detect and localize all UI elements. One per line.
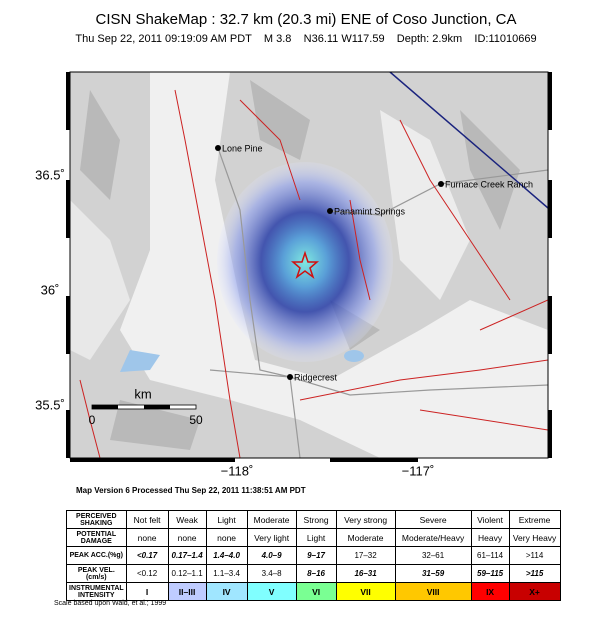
lon-label: −118˚ bbox=[221, 463, 254, 478]
legend-cell: Light bbox=[205, 510, 248, 529]
place-label: Furnace Creek Ranch bbox=[445, 179, 533, 189]
subtitle: Thu Sep 22, 2011 09:19:09 AM PDT M 3.8 N… bbox=[75, 33, 536, 45]
legend-cell: <0.12 bbox=[125, 564, 169, 583]
legend-cell: VII bbox=[335, 582, 396, 601]
legend-cell: 32–61 bbox=[394, 546, 472, 565]
legend-cell: 8–16 bbox=[295, 564, 337, 583]
legend-row: POTENTIAL DAMAGE none none none Very light Li… bbox=[66, 528, 561, 547]
footnote: Scale based upon Wald, et al.; 1999 bbox=[54, 600, 167, 607]
legend-row: INSTRUMENTAL INTENSITY I II–III IV V VI VII VII… bbox=[66, 582, 561, 601]
row-label: PEAK ACC.(%g) bbox=[66, 546, 127, 565]
row-label: INSTRUMENTAL INTENSITY bbox=[66, 582, 127, 601]
legend-cell: <0.17 bbox=[125, 546, 169, 565]
place-label: Panamint Springs bbox=[334, 206, 406, 216]
legend-row: PEAK ACC.(%g) <0.17 0.17–1.4 1.4–4.0 4.0–9 9–… bbox=[66, 546, 561, 565]
legend-cell: Violent bbox=[470, 510, 510, 529]
legend-cell: Very strong bbox=[335, 510, 396, 529]
place-marker bbox=[287, 374, 293, 380]
legend-cell: 31–59 bbox=[394, 564, 472, 583]
lat-label: 36.5˚ bbox=[35, 167, 65, 182]
legend-cell: Heavy bbox=[470, 528, 510, 547]
legend-cell: Moderate bbox=[335, 528, 396, 547]
legend-cell: none bbox=[125, 528, 169, 547]
legend-cell: Moderate bbox=[246, 510, 297, 529]
legend-cell: II–III bbox=[167, 582, 207, 601]
legend-cell: 17–32 bbox=[335, 546, 396, 565]
legend-cell: VI bbox=[295, 582, 337, 601]
title: CISN ShakeMap : 32.7 km (20.3 mi) ENE of… bbox=[95, 11, 516, 28]
legend-cell: IV bbox=[205, 582, 248, 601]
lat-label: 35.5˚ bbox=[35, 397, 65, 412]
lat-label: 36˚ bbox=[41, 282, 60, 297]
legend-cell: Severe bbox=[394, 510, 472, 529]
scale-label: 0 bbox=[89, 413, 96, 427]
place-label: Ridgecrest bbox=[294, 372, 338, 382]
legend-cell: 9–17 bbox=[295, 546, 337, 565]
legend-cell: >115 bbox=[508, 564, 561, 583]
legend-cell: V bbox=[246, 582, 297, 601]
legend-cell: Light bbox=[295, 528, 337, 547]
legend-cell: IX bbox=[470, 582, 510, 601]
row-label: PERCEIVED SHAKING bbox=[66, 510, 127, 529]
legend-cell: Very Heavy bbox=[508, 528, 561, 547]
processed-note: Map Version 6 Processed Thu Sep 22, 2011… bbox=[76, 486, 306, 495]
place-marker bbox=[438, 181, 444, 187]
legend-cell: 3.4–8 bbox=[246, 564, 297, 583]
map-area bbox=[70, 72, 548, 458]
legend-cell: 1.4–4.0 bbox=[205, 546, 248, 565]
legend-cell: none bbox=[167, 528, 207, 547]
legend-cell: 1.1–3.4 bbox=[205, 564, 248, 583]
legend-cell: >114 bbox=[508, 546, 561, 565]
legend-cell: Very light bbox=[246, 528, 297, 547]
legend-cell: 59–115 bbox=[470, 564, 510, 583]
scale-label: 50 bbox=[189, 413, 203, 427]
legend-cell: Not felt bbox=[125, 510, 169, 529]
row-label: PEAK VEL.(cm/s) bbox=[66, 564, 127, 583]
lon-label: −117˚ bbox=[402, 463, 435, 478]
legend-cell: 61–114 bbox=[470, 546, 510, 565]
legend-cell: 16–31 bbox=[335, 564, 396, 583]
scale-bar bbox=[91, 404, 197, 410]
legend-cell: 4.0–9 bbox=[246, 546, 297, 565]
legend-cell: VIII bbox=[394, 582, 472, 601]
legend-cell: X+ bbox=[508, 582, 561, 601]
legend-cell: none bbox=[205, 528, 248, 547]
place-marker bbox=[215, 145, 221, 151]
intensity-legend: PERCEIVED SHAKING Not felt Weak Light Modera… bbox=[66, 510, 561, 601]
legend-cell: 0.12–1.1 bbox=[167, 564, 207, 583]
legend-cell: I bbox=[125, 582, 169, 601]
legend-row: PERCEIVED SHAKING Not felt Weak Light Modera… bbox=[66, 510, 561, 529]
legend-cell: Moderate/Heavy bbox=[394, 528, 472, 547]
legend-cell: 0.17–1.4 bbox=[167, 546, 207, 565]
legend-cell: Weak bbox=[167, 510, 207, 529]
place-label: Lone Pine bbox=[222, 143, 263, 153]
legend-cell: Strong bbox=[295, 510, 337, 529]
legend-row: PEAK VEL.(cm/s) <0.12 0.12–1.1 1.1–3.4 3.4–8… bbox=[66, 564, 561, 583]
row-label: POTENTIAL DAMAGE bbox=[66, 528, 127, 547]
legend-cell: Extreme bbox=[508, 510, 561, 529]
scale-unit: km bbox=[134, 386, 151, 401]
place-marker bbox=[327, 208, 333, 214]
